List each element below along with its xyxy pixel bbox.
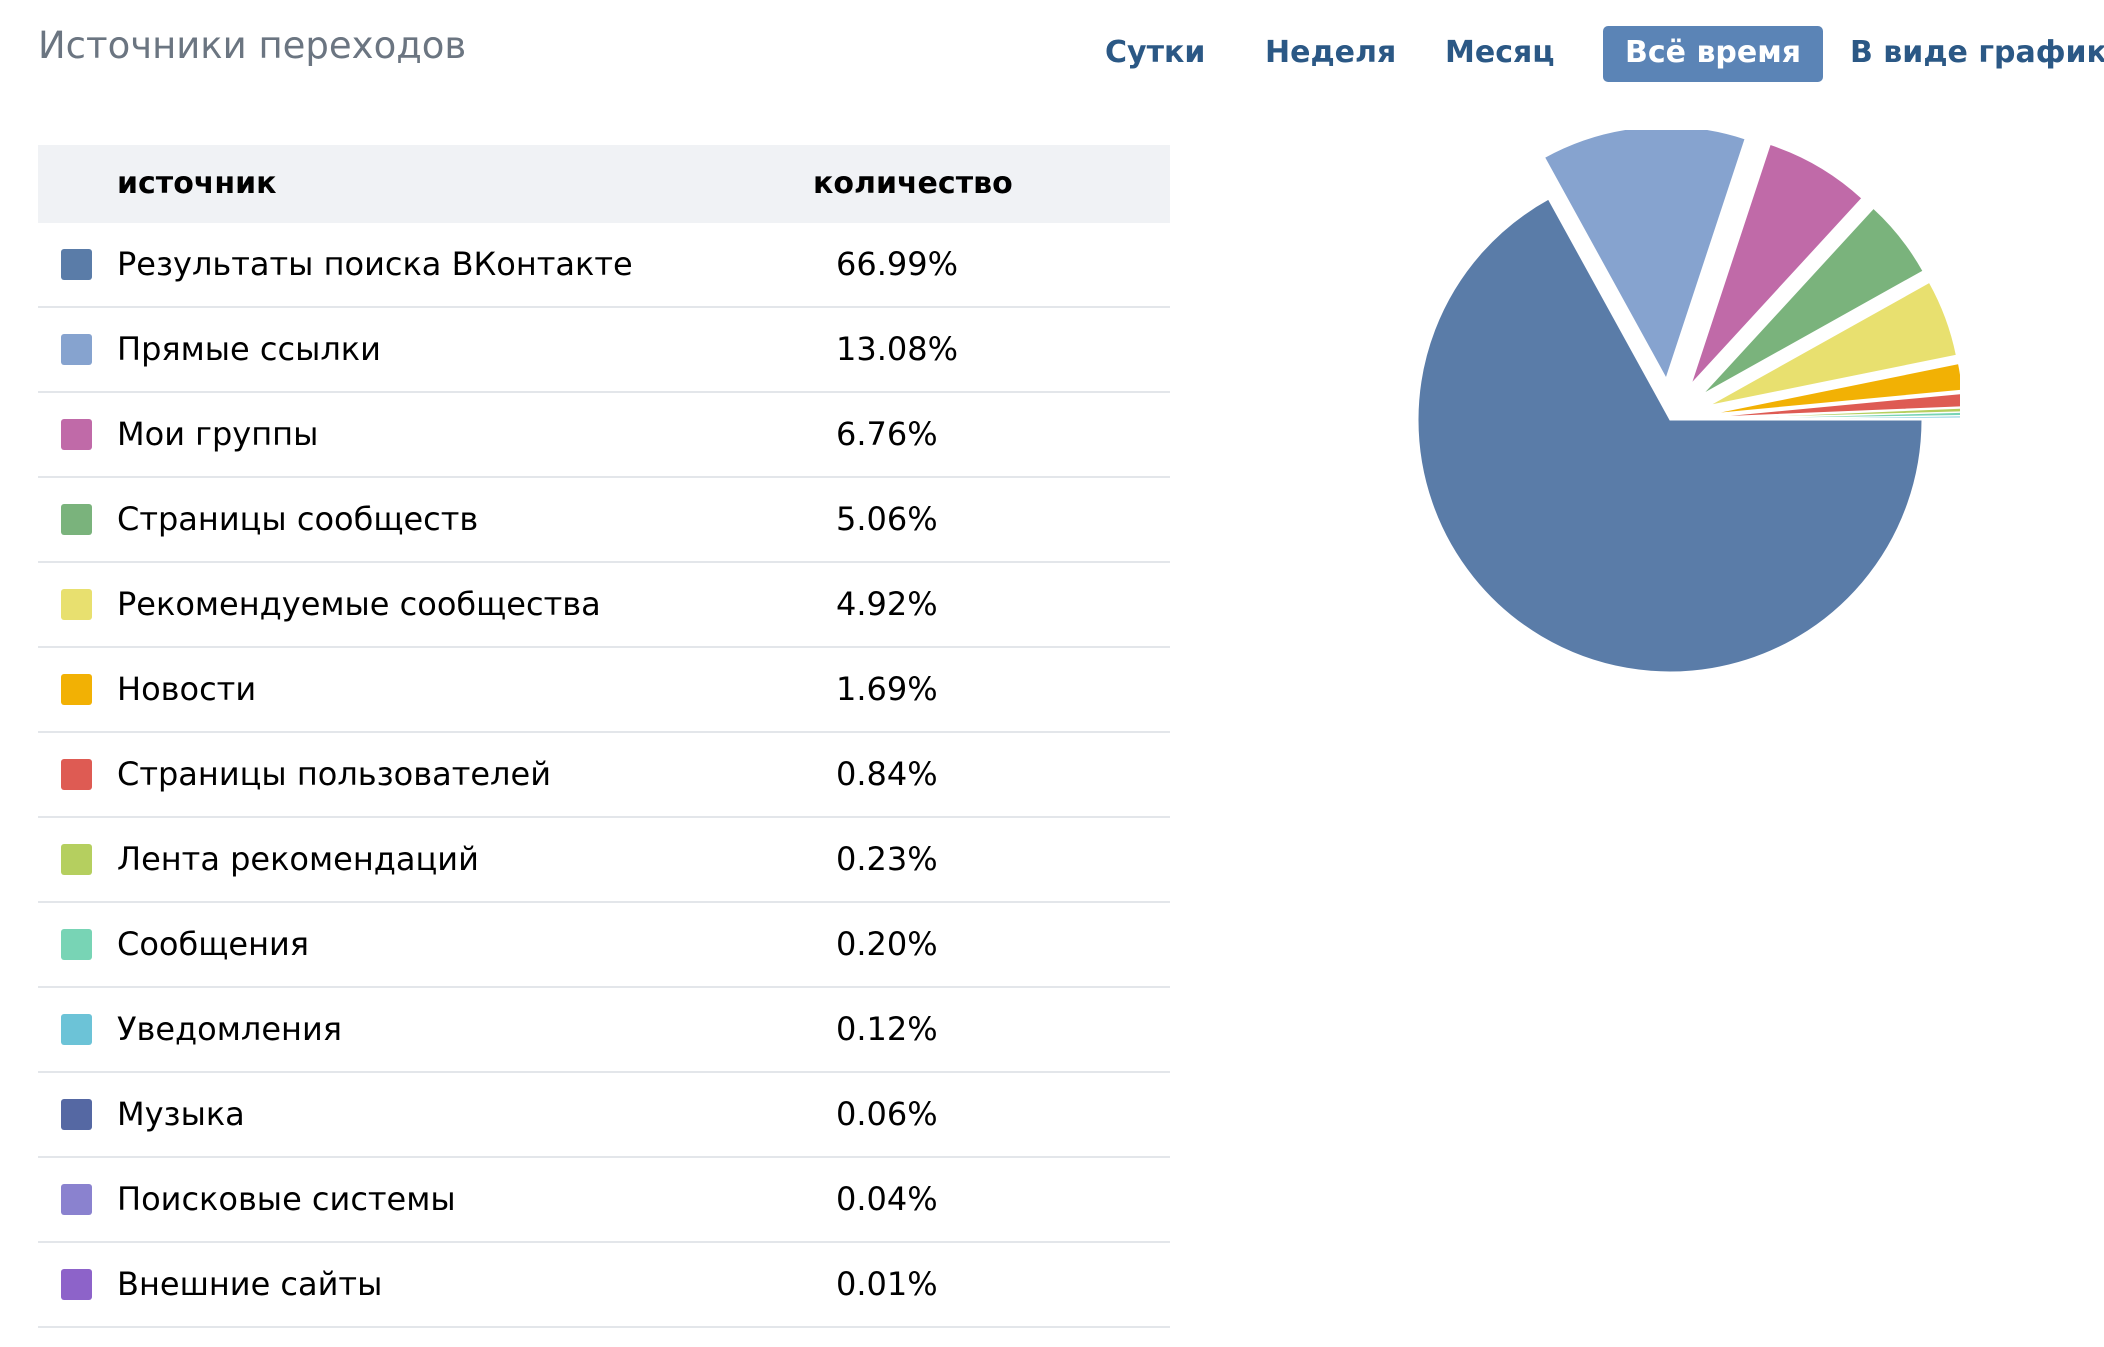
source-value: 0.06% xyxy=(836,1095,938,1133)
pie-slice xyxy=(1711,407,1960,420)
pie-slice xyxy=(1702,207,1924,395)
table-row: Сообщения 0.20% xyxy=(38,903,1170,988)
pie-slice xyxy=(1711,393,1960,418)
source-label: Уведомления xyxy=(117,1010,342,1048)
pie-slice xyxy=(1690,143,1863,385)
table-row: Рекомендуемые сообщества 4.92% xyxy=(38,563,1170,648)
legend-swatch xyxy=(61,419,92,450)
legend-swatch xyxy=(61,504,92,535)
source-label: Прямые ссылки xyxy=(117,330,381,368)
table-row: Музыка 0.06% xyxy=(38,1073,1170,1158)
source-label: Музыка xyxy=(117,1095,245,1133)
table-row: Мои группы 6.76% xyxy=(38,393,1170,478)
column-header-count: количество xyxy=(813,166,1013,201)
legend-swatch xyxy=(61,844,92,875)
legend-swatch xyxy=(61,589,92,620)
source-label: Лента рекомендаций xyxy=(117,840,479,878)
source-label: Страницы пользователей xyxy=(117,755,551,793)
table-row: Лента рекомендаций 0.23% xyxy=(38,818,1170,903)
source-value: 0.12% xyxy=(836,1010,938,1048)
source-label: Внешние сайты xyxy=(117,1265,383,1303)
source-label: Страницы сообществ xyxy=(117,500,479,538)
source-value: 0.01% xyxy=(836,1265,938,1303)
legend-swatch xyxy=(61,759,92,790)
page-title: Источники переходов xyxy=(38,24,467,67)
legend-swatch xyxy=(61,249,92,280)
table-row: Страницы пользователей 0.84% xyxy=(38,733,1170,818)
source-value: 6.76% xyxy=(836,415,938,453)
legend-swatch xyxy=(61,1099,92,1130)
period-tabs: Сутки Неделя Месяц Всё время В виде граф… xyxy=(1080,26,2104,82)
table-row: Новости 1.69% xyxy=(38,648,1170,733)
source-label: Результаты поиска ВКонтакте xyxy=(117,245,633,283)
legend-swatch xyxy=(61,1014,92,1045)
table-row: Результаты поиска ВКонтакте 66.99% xyxy=(38,223,1170,308)
table-body: Результаты поиска ВКонтакте 66.99% Прямые … xyxy=(38,223,1170,1328)
column-header-source: источник xyxy=(117,166,277,201)
source-label: Рекомендуемые сообщества xyxy=(117,585,601,623)
source-value: 5.06% xyxy=(836,500,938,538)
source-value: 0.84% xyxy=(836,755,938,793)
source-value: 4.92% xyxy=(836,585,938,623)
tab-day[interactable]: Сутки xyxy=(1105,35,1206,70)
source-label: Сообщения xyxy=(117,925,310,963)
pie-slice xyxy=(1709,281,1957,406)
pie-slice xyxy=(1417,198,1923,673)
table-header: источник количество xyxy=(38,145,1170,223)
pie-slice xyxy=(1711,363,1960,415)
source-value: 1.69% xyxy=(836,670,938,708)
pie-slice xyxy=(1543,130,1746,380)
tab-all-time[interactable]: Всё время xyxy=(1603,26,1824,82)
tab-week[interactable]: Неделя xyxy=(1265,35,1397,70)
source-value: 0.20% xyxy=(836,925,938,963)
source-value: 13.08% xyxy=(836,330,959,368)
table-row: Внешние сайты 0.01% xyxy=(38,1243,1170,1328)
legend-swatch xyxy=(61,334,92,365)
source-label: Поисковые системы xyxy=(117,1180,456,1218)
pie-slice xyxy=(1711,415,1960,421)
source-value: 0.04% xyxy=(836,1180,938,1218)
table-row: Уведомления 0.12% xyxy=(38,988,1170,1073)
legend-swatch xyxy=(61,674,92,705)
pie-slice xyxy=(1711,411,1960,420)
table-row: Поисковые системы 0.04% xyxy=(38,1158,1170,1243)
tab-month[interactable]: Месяц xyxy=(1445,35,1555,70)
source-label: Новости xyxy=(117,670,257,708)
sources-table: источник количество Результаты поиска ВК… xyxy=(38,145,1170,1328)
tab-as-charts[interactable]: В виде графиков xyxy=(1850,35,2104,70)
pie-chart-svg xyxy=(1417,130,1960,673)
table-row: Прямые ссылки 13.08% xyxy=(38,308,1170,393)
pie-chart xyxy=(1360,130,1960,750)
source-label: Мои группы xyxy=(117,415,319,453)
legend-swatch xyxy=(61,1269,92,1300)
source-value: 0.23% xyxy=(836,840,938,878)
legend-swatch xyxy=(61,1184,92,1215)
source-value: 66.99% xyxy=(836,245,959,283)
legend-swatch xyxy=(61,929,92,960)
table-row: Страницы сообществ 5.06% xyxy=(38,478,1170,563)
